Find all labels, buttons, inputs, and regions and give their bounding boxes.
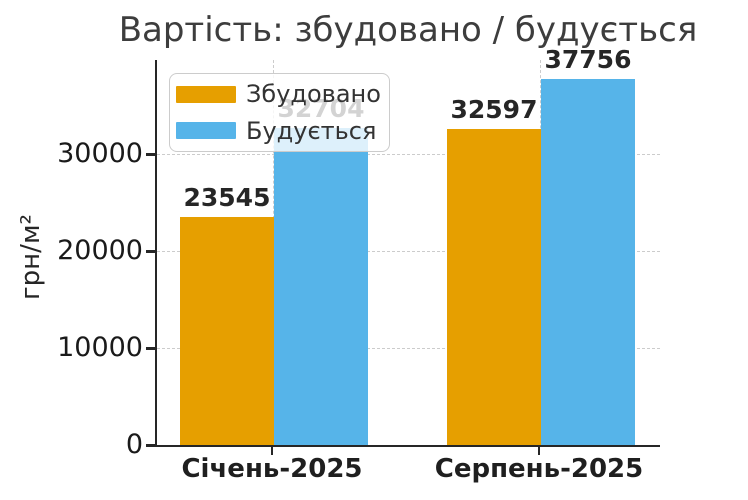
legend-swatch-built: [176, 85, 236, 103]
bar-value-label: 37756: [544, 44, 632, 74]
bar-built-0: [179, 216, 274, 445]
gridline-horizontal: [157, 250, 660, 252]
x-tick-label: Серпень-2025: [434, 454, 644, 484]
bar-building-1: [540, 78, 635, 445]
x-tick-mark: [537, 447, 541, 455]
legend-item-built: Збудовано: [176, 76, 381, 113]
y-tick-mark: [146, 153, 155, 156]
bar-value-label: 32597: [450, 94, 538, 124]
y-tick-label: 20000: [57, 235, 143, 267]
bar-building-0: [273, 127, 368, 445]
y-tick-mark: [146, 444, 155, 447]
y-tick-mark: [146, 347, 155, 350]
legend-label-built: Збудовано: [246, 80, 381, 109]
legend-swatch-building: [176, 122, 236, 140]
y-tick-label: 10000: [57, 332, 143, 364]
bar-built-1: [446, 128, 541, 445]
legend-item-building: Будується: [176, 113, 379, 150]
gridline-horizontal: [157, 153, 660, 155]
y-tick-mark: [146, 250, 155, 253]
x-tick-mark: [270, 447, 274, 455]
gridline-horizontal: [157, 347, 660, 349]
y-tick-label: 30000: [57, 138, 143, 170]
legend-label-building: Будується: [246, 116, 377, 145]
chart-title: Вартість: збудовано / будується: [118, 10, 698, 50]
bar-value-label: 23545: [183, 182, 271, 212]
x-tick-label: Січень-2025: [181, 454, 363, 484]
legend: Збудовано Будується: [169, 73, 390, 152]
y-tick-label: 0: [125, 429, 143, 460]
